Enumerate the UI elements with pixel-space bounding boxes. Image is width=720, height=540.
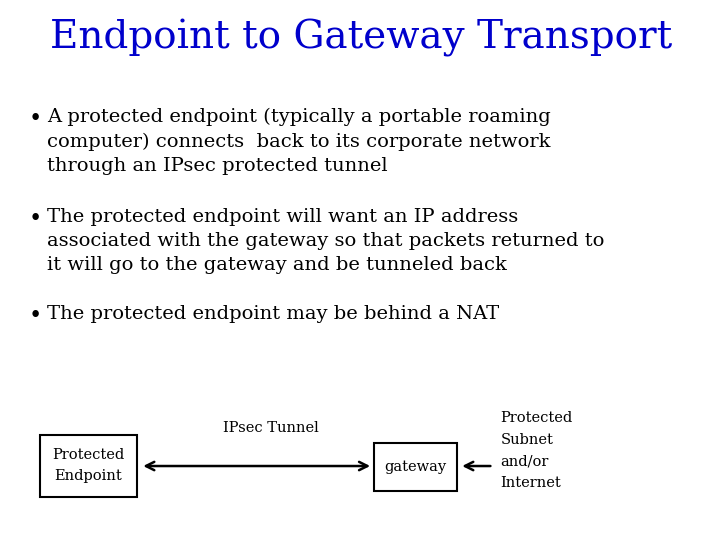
Bar <box>40 435 137 497</box>
Text: The protected endpoint may be behind a NAT: The protected endpoint may be behind a N… <box>47 305 499 323</box>
Bar <box>374 443 457 491</box>
Text: A protected endpoint (typically a portable roaming
computer) connects  back to i: A protected endpoint (typically a portab… <box>47 108 551 175</box>
Text: gateway: gateway <box>384 460 447 474</box>
Text: Endpoint to Gateway Transport: Endpoint to Gateway Transport <box>50 19 672 57</box>
Text: Protected: Protected <box>500 411 572 426</box>
Text: •: • <box>29 305 42 327</box>
Text: The protected endpoint will want an IP address
associated with the gateway so th: The protected endpoint will want an IP a… <box>47 208 604 274</box>
Text: and/or: and/or <box>500 455 549 469</box>
Text: Subnet: Subnet <box>500 433 553 447</box>
Text: Internet: Internet <box>500 476 561 490</box>
Text: •: • <box>29 208 42 230</box>
Text: Protected
Endpoint: Protected Endpoint <box>52 448 125 483</box>
Text: IPsec Tunnel: IPsec Tunnel <box>223 421 319 435</box>
Text: •: • <box>29 108 42 130</box>
